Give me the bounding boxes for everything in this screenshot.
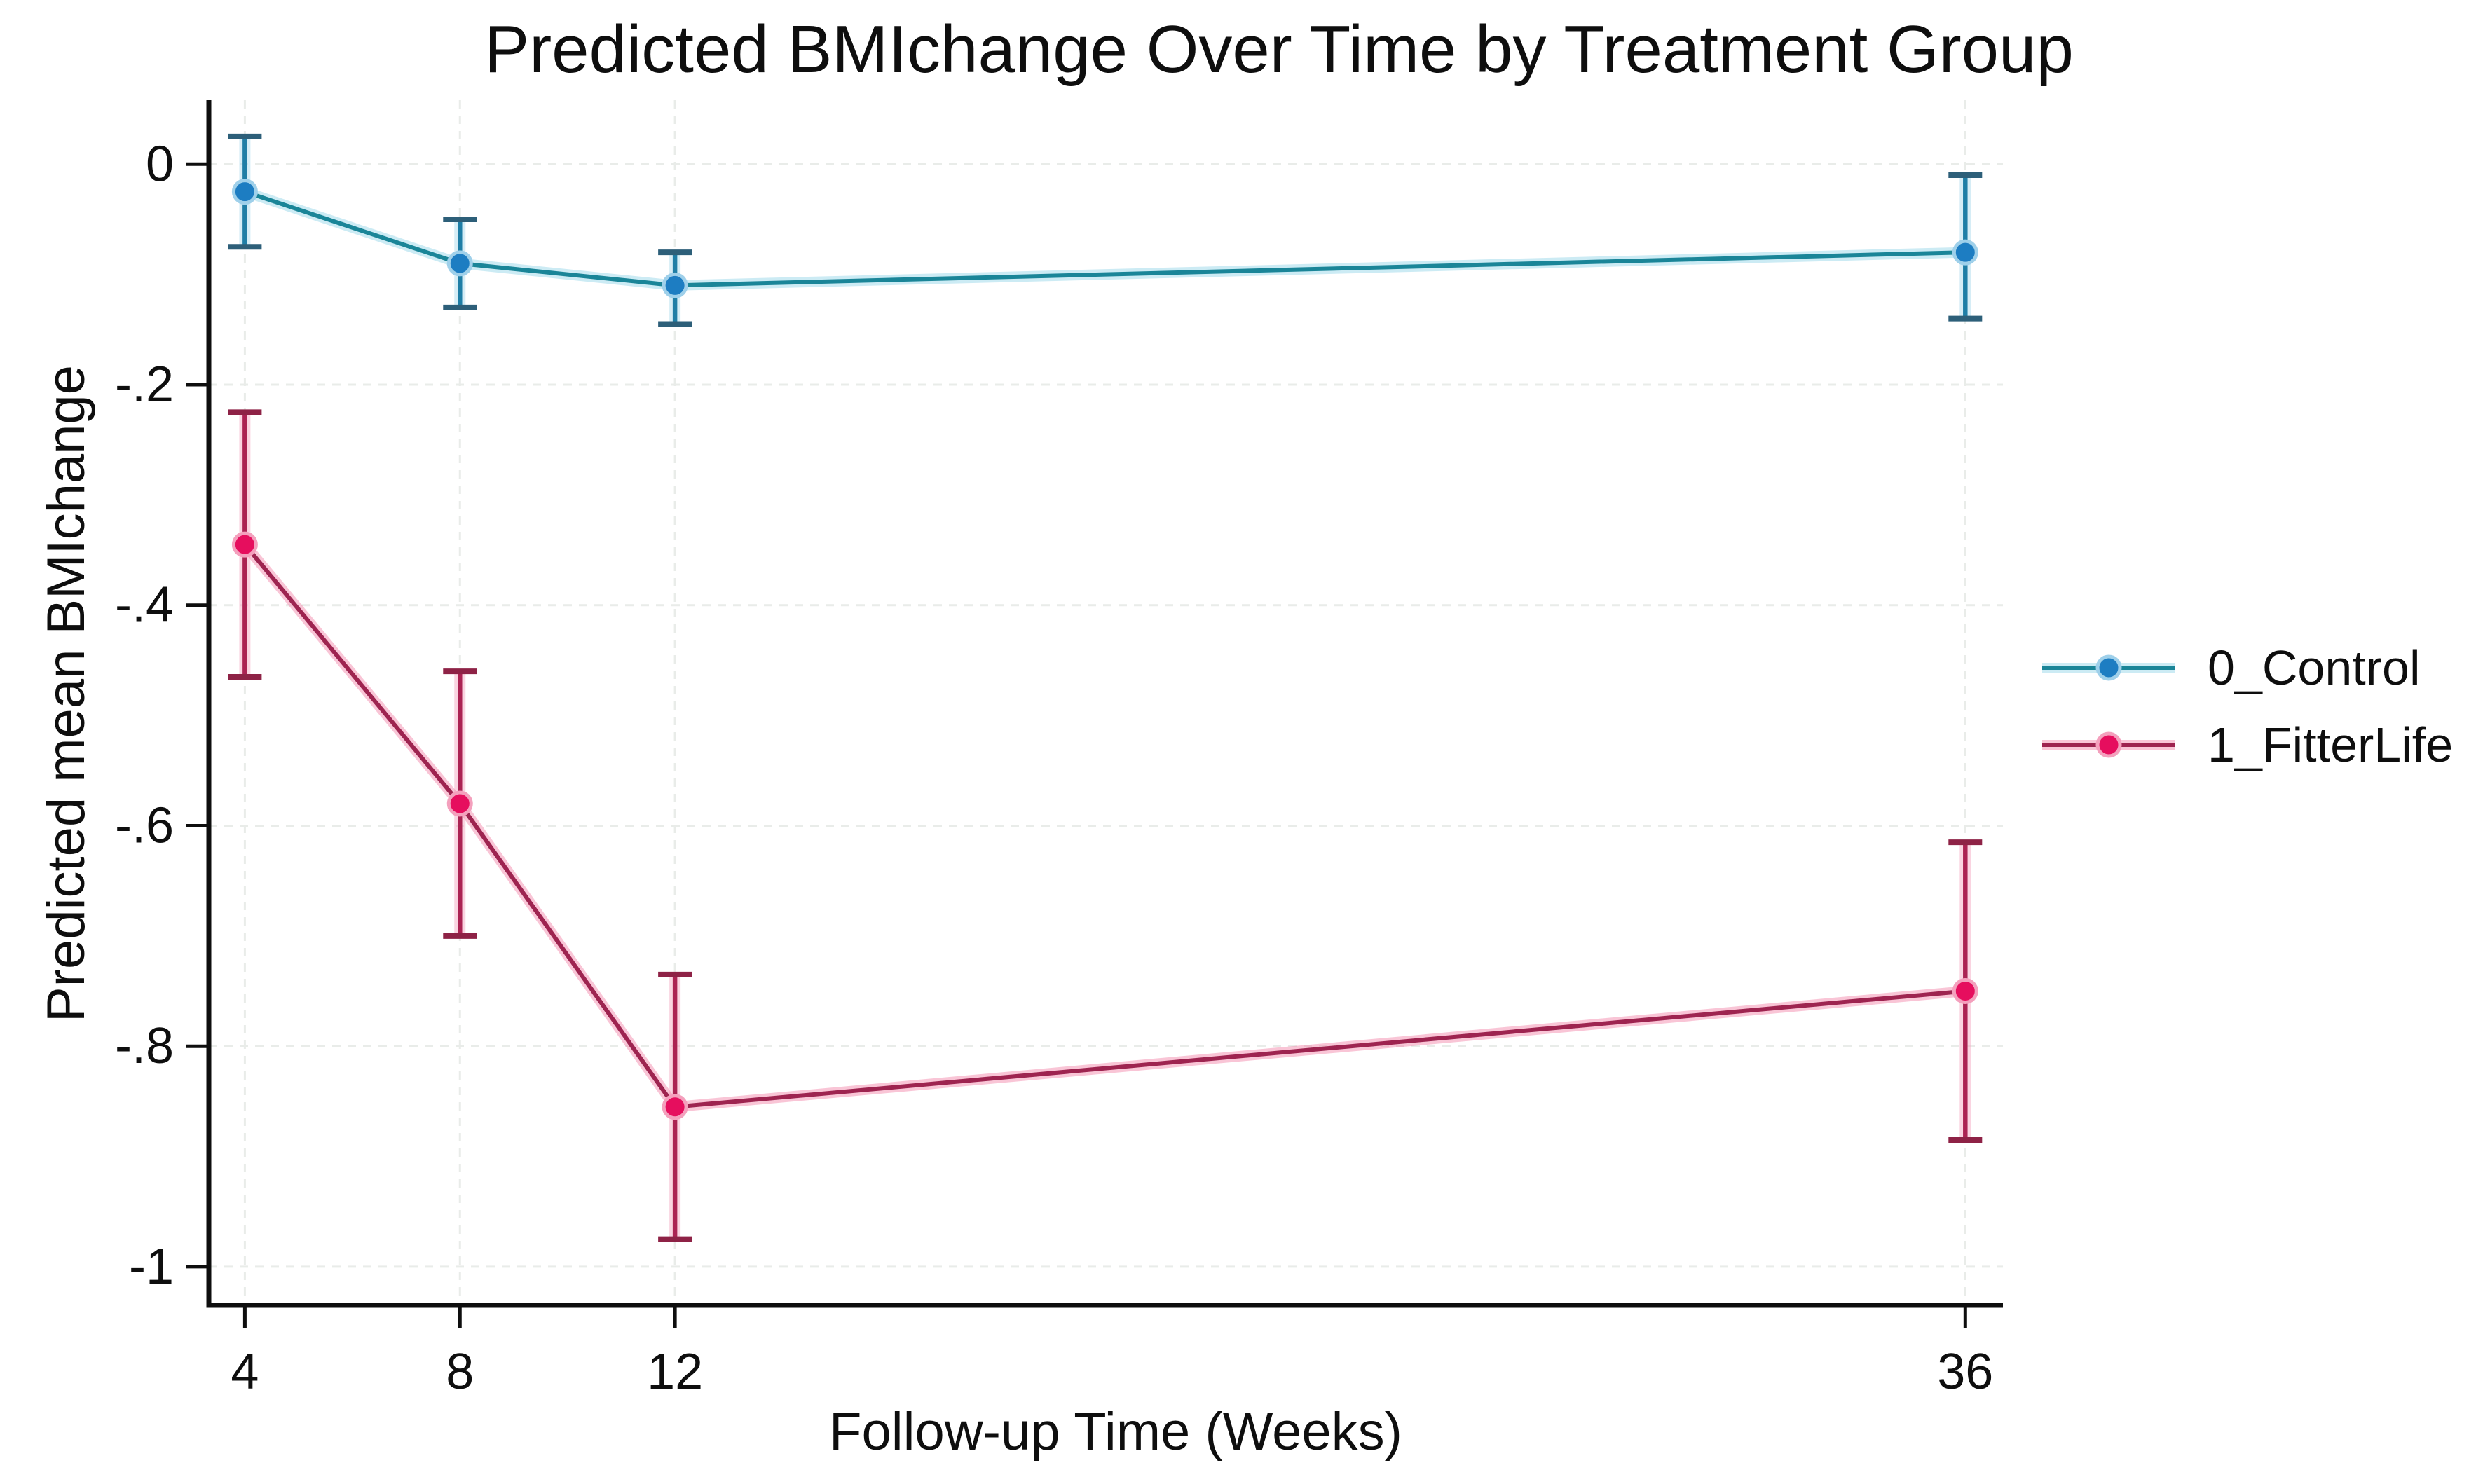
series-line-0_Control bbox=[244, 189, 1966, 288]
data-point-marker-0_Control bbox=[231, 179, 258, 205]
legend: 0_Control 1_FitterLife bbox=[2042, 640, 2453, 772]
data-point-marker-0_Control bbox=[446, 250, 473, 277]
data-point-marker-1_FitterLife bbox=[446, 790, 473, 817]
legend-marker-dot bbox=[2095, 731, 2122, 758]
y-tick-label: -.2 bbox=[115, 357, 174, 413]
data-point-marker-1_FitterLife bbox=[1952, 978, 1978, 1005]
x-tick-label: 12 bbox=[647, 1344, 703, 1400]
chart-title: Predicted BMIchange Over Time by Treatme… bbox=[484, 12, 2074, 87]
legend-label: 0_Control bbox=[2208, 640, 2421, 695]
y-tick-label: -.8 bbox=[115, 1018, 174, 1074]
legend-item-1_FitterLife: 1_FitterLife bbox=[2042, 717, 2453, 772]
series-line-1_FitterLife bbox=[243, 543, 1966, 1109]
y-tick-label: -.6 bbox=[115, 797, 174, 853]
data-point-marker-0_Control bbox=[662, 272, 688, 298]
data-point-marker-1_FitterLife bbox=[231, 531, 258, 558]
legend-label: 1_FitterLife bbox=[2208, 717, 2453, 772]
legend-item-0_Control: 0_Control bbox=[2042, 640, 2421, 695]
y-tick-label: -.4 bbox=[115, 577, 174, 633]
x-tick-label: 4 bbox=[231, 1344, 259, 1400]
x-tick-label: 8 bbox=[446, 1344, 474, 1400]
y-tick-label: 0 bbox=[146, 136, 174, 192]
y-tick-label: -1 bbox=[129, 1239, 174, 1295]
x-tick-label: 36 bbox=[1937, 1344, 1993, 1400]
data-point-marker-1_FitterLife bbox=[662, 1094, 688, 1120]
series-line-glow-0_Control bbox=[243, 186, 1966, 291]
x-axis-title: Follow-up Time (Weeks) bbox=[829, 1402, 1402, 1462]
data-point-marker-0_Control bbox=[1952, 239, 1978, 266]
legend-marker-dot bbox=[2095, 654, 2122, 681]
